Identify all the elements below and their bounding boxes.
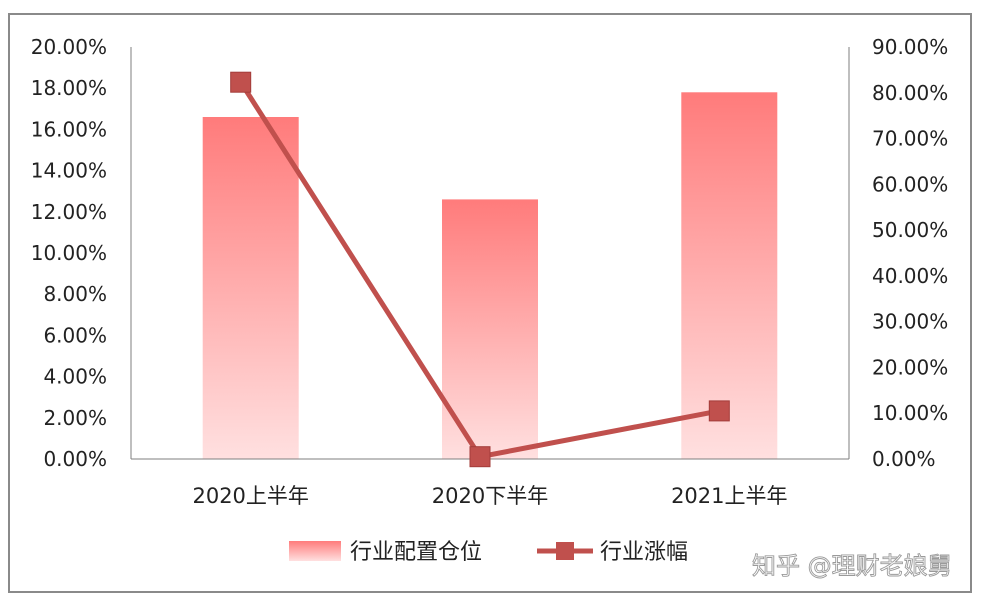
bar-0 — [202, 117, 299, 459]
right-tick-label: 20.00% — [872, 355, 948, 379]
right-tick-label: 30.00% — [872, 310, 948, 334]
x-tick-label: 2021上半年 — [671, 484, 787, 508]
left-tick-label: 6.00% — [43, 323, 107, 347]
left-tick-label: 2.00% — [43, 406, 107, 430]
line-point-2 — [708, 400, 730, 422]
right-tick-label: 40.00% — [872, 264, 948, 288]
line-group — [230, 71, 730, 468]
legend: 行业配置仓位 行业涨幅 — [289, 540, 688, 565]
bar-2 — [681, 92, 778, 460]
left-tick-label: 12.00% — [31, 200, 107, 224]
legend-label-line: 行业涨幅 — [600, 540, 688, 565]
left-tick-label: 18.00% — [31, 76, 107, 100]
legend-swatch-marker — [556, 542, 574, 560]
left-tick-label: 16.00% — [31, 117, 107, 141]
bar-1 — [442, 199, 538, 459]
right-tick-label: 80.00% — [872, 81, 948, 105]
left-tick-label: 8.00% — [43, 282, 107, 306]
left-tick-label: 14.00% — [31, 159, 107, 183]
legend-swatch-bar — [289, 541, 341, 561]
x-tick-label: 2020下半年 — [432, 484, 548, 508]
left-tick-label: 0.00% — [43, 447, 107, 471]
category-labels: 2020上半年 2020下半年 2021上半年 — [192, 484, 787, 508]
left-tick-label: 4.00% — [43, 365, 107, 389]
right-tick-label: 50.00% — [872, 218, 948, 242]
legend-label-bar: 行业配置仓位 — [350, 540, 482, 565]
right-tick-label: 10.00% — [872, 401, 948, 425]
watermark: 知乎 @理财老娘舅 — [752, 552, 952, 580]
right-tick-label: 0.00% — [872, 447, 936, 471]
right-tick-label: 60.00% — [872, 172, 948, 196]
x-tick-label: 2020上半年 — [192, 484, 308, 508]
left-tick-label: 20.00% — [31, 35, 107, 59]
line-point-0 — [230, 71, 252, 93]
right-tick-label: 90.00% — [872, 35, 948, 59]
right-tick-label: 70.00% — [872, 127, 948, 151]
ticks-group: 0.00% 2.00% 4.00% 6.00% 8.00% 10.00% 12.00% 14.… — [31, 35, 949, 471]
left-tick-label: 10.00% — [31, 241, 107, 265]
bars-group — [202, 92, 778, 460]
line-point-1 — [469, 446, 491, 468]
